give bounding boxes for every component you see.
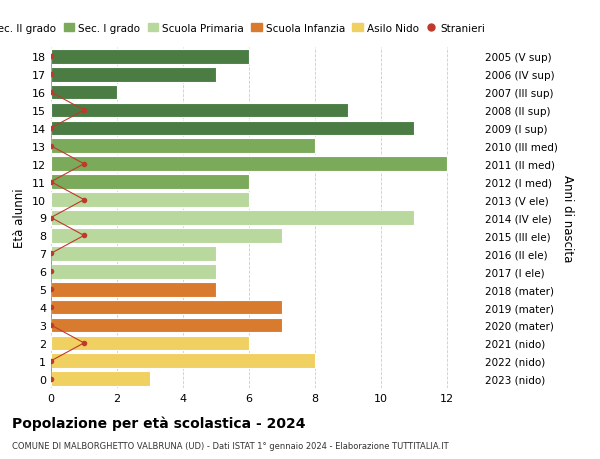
Bar (51, 139, 315, 154)
Bar (51, 85, 117, 100)
Bar (51, 193, 249, 207)
Y-axis label: Età alunni: Età alunni (13, 188, 26, 248)
Bar (51, 229, 282, 243)
Legend: Sec. II grado, Sec. I grado, Scuola Primaria, Scuola Infanzia, Asilo Nido, Stran: Sec. II grado, Sec. I grado, Scuola Prim… (0, 19, 490, 38)
Text: COMUNE DI MALBORGHETTO VALBRUNA (UD) - Dati ISTAT 1° gennaio 2024 - Elaborazione: COMUNE DI MALBORGHETTO VALBRUNA (UD) - D… (12, 441, 449, 450)
Bar (51, 264, 216, 279)
Bar (51, 300, 282, 315)
Bar (51, 67, 216, 82)
Bar (51, 318, 282, 333)
Bar (51, 211, 414, 225)
Bar (51, 336, 249, 351)
Bar (51, 103, 348, 118)
Bar (51, 175, 249, 190)
Text: Popolazione per età scolastica - 2024: Popolazione per età scolastica - 2024 (12, 415, 305, 430)
Bar (51, 246, 216, 261)
Bar (51, 282, 216, 297)
Bar (51, 50, 249, 64)
Bar (51, 354, 315, 369)
Bar (51, 157, 447, 172)
Bar (51, 372, 150, 386)
Bar (51, 121, 414, 136)
Y-axis label: Anni di nascita: Anni di nascita (562, 174, 574, 262)
